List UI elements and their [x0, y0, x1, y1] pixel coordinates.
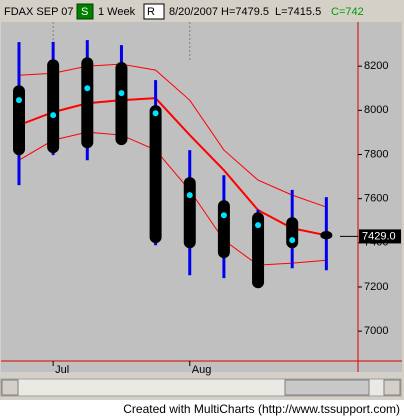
- scroll-thumb[interactable]: [284, 379, 370, 396]
- candle-body: [81, 57, 94, 149]
- y-tick-label: 7200: [364, 281, 388, 293]
- y-tick-label: 8000: [364, 104, 388, 116]
- scroll-right[interactable]: [383, 379, 401, 396]
- interval: 1 Week: [98, 6, 136, 18]
- candle-body: [13, 85, 25, 156]
- candle-body: [252, 212, 265, 289]
- band-line: [18, 131, 327, 266]
- candle-body: [217, 200, 230, 259]
- last-price-label: 7429.0: [362, 230, 396, 242]
- candle-body: [320, 230, 333, 240]
- s-button-label[interactable]: S: [81, 6, 88, 18]
- close: C=742: [331, 6, 364, 18]
- high: H=7479.5: [221, 6, 269, 18]
- indicator-dot: [152, 110, 159, 117]
- indicator-dot: [186, 192, 193, 199]
- scroll-left[interactable]: [1, 379, 19, 396]
- band-line: [18, 97, 327, 237]
- r-button[interactable]: [143, 3, 165, 20]
- date: 8/20/2007: [169, 6, 218, 18]
- candle-body: [286, 217, 299, 249]
- y-tick-label: 8200: [364, 60, 388, 72]
- y-axis-area: [358, 22, 402, 372]
- candle-body: [183, 177, 196, 249]
- footer: Created with MultiCharts (http://www.tss…: [123, 402, 400, 416]
- indicator-dot: [84, 85, 91, 92]
- last-price-box: [359, 229, 401, 244]
- x-tick-label: Jul: [55, 364, 69, 376]
- symbol: FDAX SEP 07: [4, 6, 74, 18]
- y-tick-label: 7800: [364, 148, 388, 160]
- x-tick-label: Aug: [192, 364, 212, 376]
- s-button[interactable]: [76, 3, 94, 20]
- r-button-label[interactable]: R: [147, 6, 155, 18]
- indicator-dot: [255, 222, 262, 229]
- candle-body: [115, 62, 128, 146]
- indicator-dot: [220, 212, 227, 219]
- indicator-dot: [50, 112, 57, 119]
- candle-body: [47, 59, 60, 154]
- indicator-dot: [289, 237, 296, 244]
- indicator-dot: [118, 90, 125, 97]
- footer-bg: [0, 400, 404, 419]
- y-tick-label: 7000: [364, 325, 388, 337]
- y-tick-label: 7600: [364, 193, 388, 205]
- indicator-dot: [16, 97, 22, 104]
- low: L=7415.5: [275, 6, 321, 18]
- candle-body: [149, 105, 162, 244]
- band-line: [18, 63, 327, 208]
